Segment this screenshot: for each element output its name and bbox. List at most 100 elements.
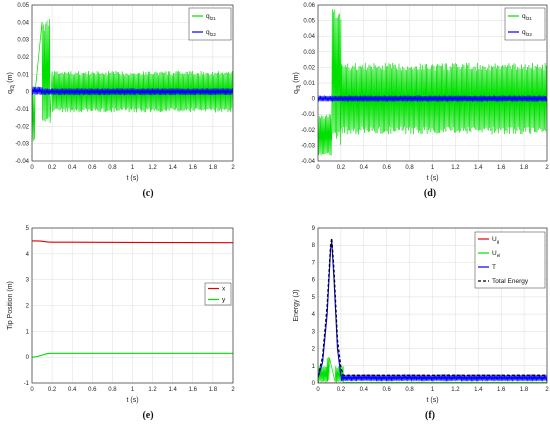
y-tick-label: 0.04: [17, 20, 29, 26]
x-axis-label: t (s): [126, 175, 138, 182]
x-tick-label: 0.6: [88, 387, 97, 393]
y-tick-label: 0: [312, 381, 316, 387]
y-tick-label: 0: [312, 97, 316, 103]
series-line: [318, 238, 547, 377]
y-tick-label: 8: [312, 243, 316, 249]
y-tick-label: 0: [26, 355, 30, 361]
y-tick-label: 0.03: [17, 38, 29, 44]
x-axis-label: t (s): [126, 397, 138, 404]
x-tick-label: 1: [431, 165, 435, 171]
y-tick-label: 0.02: [303, 65, 315, 71]
x-tick-label: 1.2: [451, 165, 460, 171]
y-tick-label: -0.02: [301, 128, 315, 134]
x-tick-label: 1.6: [497, 165, 506, 171]
x-tick-label: 0: [30, 165, 34, 171]
x-tick-label: 1: [131, 387, 135, 393]
series-line: [32, 352, 233, 358]
legend-box: [188, 7, 232, 41]
series-oscillation: [340, 374, 547, 382]
y-tick-label: 4: [312, 312, 316, 318]
x-tick-label: 0.2: [48, 165, 57, 171]
legend-label: qf21: [206, 13, 216, 21]
y-tick-label: -0.01: [15, 107, 29, 113]
legend: qf21 qf22: [188, 7, 232, 41]
series-oscillation: [32, 86, 233, 96]
panel-caption: (d): [424, 188, 436, 199]
y-tick-label: 0.05: [303, 19, 315, 25]
y-tick-label: -0.01: [301, 112, 315, 118]
y-tick-label: 0.03: [303, 50, 315, 56]
x-tick-label: 0.2: [337, 165, 346, 171]
chart-panel-d: 0 0.2 0.4 0.6 0.8 1 1.2 1.4 1.6 1.8 2 -0.04 -0.03 -0.…: [293, 3, 549, 199]
series-oscillation: [318, 95, 547, 102]
y-tick-label: -0.04: [301, 159, 315, 165]
y-axis-label: Tip Position (m): [7, 281, 14, 330]
panel-caption: (f): [425, 410, 435, 421]
y-tick-label: -0.03: [15, 142, 29, 148]
x-tick-label: 1.6: [497, 387, 506, 393]
x-tick-label: 2: [545, 165, 549, 171]
y-axis-label: qf2j (m): [7, 72, 16, 94]
x-tick-label: 1: [431, 387, 435, 393]
panel-caption: (c): [142, 188, 153, 199]
y-tick-label: 5: [312, 295, 316, 301]
x-tick-label: 0: [316, 165, 320, 171]
y-tick-label: -0.04: [15, 159, 29, 165]
series-qf22: [32, 86, 233, 96]
x-tick-label: 0.6: [383, 387, 392, 393]
x-tick-label: 1.4: [474, 387, 483, 393]
series-qf32: [318, 95, 547, 102]
x-tick-label: 0: [30, 387, 34, 393]
series-y: [32, 352, 233, 358]
x-tick-label: 0.4: [68, 165, 77, 171]
y-tick-label: 1: [312, 364, 316, 370]
y-tick-label: 7: [312, 260, 316, 266]
y-tick-label: 0.02: [17, 55, 29, 61]
legend: Ug Uel T Total Energy: [474, 231, 546, 289]
axes-frame: [31, 227, 234, 384]
legend-box: [204, 282, 232, 306]
y-tick-label: 5: [26, 226, 30, 232]
x-tick-label: 0.8: [108, 165, 117, 171]
x-tick-label: 2: [545, 387, 549, 393]
y-axis-label: qf3j (m): [293, 72, 302, 94]
legend: qf31 qf32: [504, 7, 546, 41]
x-tick-label: 1.8: [520, 387, 529, 393]
y-tick-label: 0: [26, 90, 30, 96]
legend-label: y: [222, 297, 226, 304]
x-tick-label: 0.6: [383, 165, 392, 171]
x-tick-label: 0.8: [405, 387, 414, 393]
y-tick-label: 3: [312, 329, 316, 335]
legend-label: Ug: [492, 236, 500, 244]
chart-panel-f: 0 0.2 0.4 0.6 0.8 1 1.2 1.4 1.6 1.8 2 0 1 2 3 4 5 6 7 8 9 t (…: [293, 226, 549, 421]
panel-caption: (e): [142, 410, 153, 421]
x-tick-label: 1.8: [520, 165, 529, 171]
x-tick-label: 1.4: [474, 165, 483, 171]
legend-label: Total Energy: [492, 278, 529, 285]
x-tick-label: 1.6: [189, 165, 198, 171]
legend-label: qf22: [206, 29, 216, 37]
axes-frame: [31, 4, 234, 162]
x-tick-label: 0.2: [337, 387, 346, 393]
y-tick-label: 0.05: [17, 3, 29, 9]
y-tick-label: 3: [26, 278, 30, 284]
x-tick-label: 0.8: [108, 387, 117, 393]
legend-label: T: [492, 264, 496, 271]
y-tick-label: 0.01: [303, 81, 315, 87]
x-tick-label: 1.8: [209, 165, 218, 171]
series-x: [32, 240, 233, 244]
x-tick-label: 0.8: [405, 165, 414, 171]
axes-frame: [317, 227, 548, 384]
y-tick-label: 4: [26, 252, 30, 258]
y-tick-label: 9: [312, 226, 316, 232]
x-tick-label: 2: [231, 165, 235, 171]
x-tick-label: 1.2: [148, 387, 157, 393]
y-tick-label: -0.03: [301, 143, 315, 149]
y-tick-label: 0.04: [303, 34, 315, 40]
y-tick-label: 2: [312, 347, 316, 353]
legend-label: Uel: [492, 250, 500, 258]
x-tick-label: 2: [231, 387, 235, 393]
x-tick-label: 0.6: [88, 165, 97, 171]
axes-frame: [317, 4, 548, 162]
